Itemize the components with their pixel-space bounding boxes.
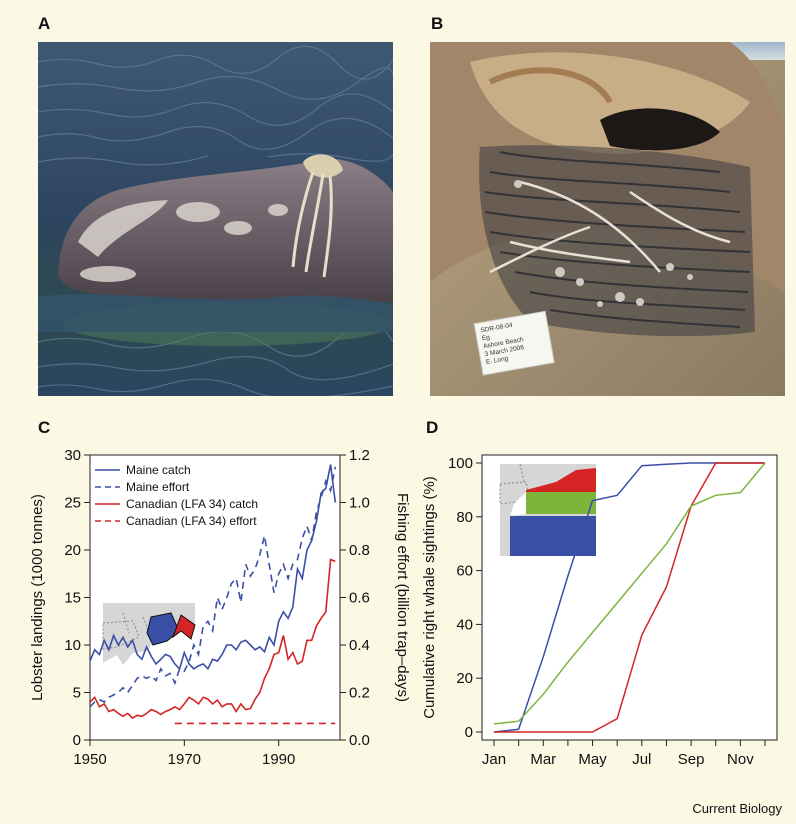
y-tick-label: 0	[465, 724, 473, 741]
whale-head-with-rope-icon	[38, 42, 393, 396]
y-tick-label: 20	[64, 542, 81, 559]
x-tick-label: 1990	[262, 751, 295, 768]
y-tick-label: 10	[64, 637, 81, 654]
x-tick-label: May	[578, 751, 607, 768]
x-tick-label: 1970	[168, 751, 201, 768]
legend-label: Maine catch	[126, 463, 191, 477]
y-tick-label: 15	[64, 590, 81, 607]
panel-letter-d: D	[426, 418, 439, 437]
series-line-1	[89, 464, 337, 671]
y2-tick-label: 0.8	[349, 542, 370, 559]
y-tick-label: 5	[73, 685, 81, 702]
credit-line: Current Biology	[692, 801, 782, 816]
map-region-red	[526, 468, 596, 492]
y-tick-label: 80	[456, 509, 473, 526]
map-ocean	[103, 629, 195, 679]
photo-whale-entangled-rope	[38, 42, 393, 396]
panel-letter-b: B	[431, 14, 444, 33]
chart-d-cumulative-sightings: 0 20 40 60 80 100 Jan Mar May Jul Sep Nov Cumulative…	[421, 454, 778, 768]
y-tick-label: 100	[448, 455, 473, 472]
series-line-3	[493, 462, 766, 725]
stranded-whale-baleen-icon	[430, 42, 785, 396]
map-region-green	[526, 492, 596, 514]
chart-c-lobster-landings: 0 5 10 15 20 25 30 0.0 0.2 0.4 0.6 0.8 1.0 1.2 1950 197…	[29, 447, 410, 768]
legend-label: Canadian (LFA 34) catch	[126, 497, 258, 511]
y-tick-label: 25	[64, 495, 81, 512]
y2-tick-label: 0.2	[349, 685, 370, 702]
panel-letter-c: C	[38, 418, 51, 437]
map-lfa34-region	[171, 614, 196, 640]
series-line-2	[494, 462, 765, 733]
photo-stranded-whale-baleen: SDR-08-04 Eg Ashore Beach 3 March 2008 E…	[430, 42, 785, 396]
legend-label: Maine effort	[126, 480, 190, 494]
y2-axis-label: Fishing effort (billion trap–days)	[394, 493, 410, 702]
y2-tick-label: 1.0	[349, 495, 370, 512]
y-tick-label: 40	[456, 616, 473, 633]
x-tick-label: Jul	[632, 751, 651, 768]
x-tick-label: Sep	[678, 751, 705, 768]
plot-frame	[89, 454, 341, 741]
y-tick-label: 0	[73, 732, 81, 749]
y-tick-label: 30	[64, 447, 81, 464]
x-tick-label: Nov	[727, 751, 754, 768]
y-axis-label: Cumulative right whale sightings (%)	[421, 476, 438, 719]
x-tick-label: Mar	[530, 751, 556, 768]
series-line-3	[89, 558, 336, 720]
x-tick-label: 1950	[73, 751, 106, 768]
map-coast	[510, 492, 526, 516]
map-maine-region	[146, 612, 180, 646]
map-inset-d	[499, 463, 596, 556]
y2-tick-label: 0.6	[349, 590, 370, 607]
series-line-2	[89, 466, 337, 708]
y-tick-label: 60	[456, 563, 473, 580]
panel-letter-a: A	[38, 14, 51, 33]
legend-label: Canadian (LFA 34) effort	[126, 514, 257, 528]
legend-c: Maine catch Maine effort Canadian (LFA 34)…	[95, 463, 258, 528]
map-inset-c	[102, 603, 196, 679]
y2-tick-label: 0.0	[349, 732, 370, 749]
y2-tick-label: 1.2	[349, 447, 370, 464]
specimen-label-card	[473, 310, 555, 376]
y2-tick-label: 0.4	[349, 637, 370, 654]
y-axis-label: Lobster landings (1000 tonnes)	[29, 494, 46, 701]
y-tick-label: 20	[456, 670, 473, 687]
map-region-blue	[510, 516, 596, 556]
x-tick-label: Jan	[482, 751, 506, 768]
